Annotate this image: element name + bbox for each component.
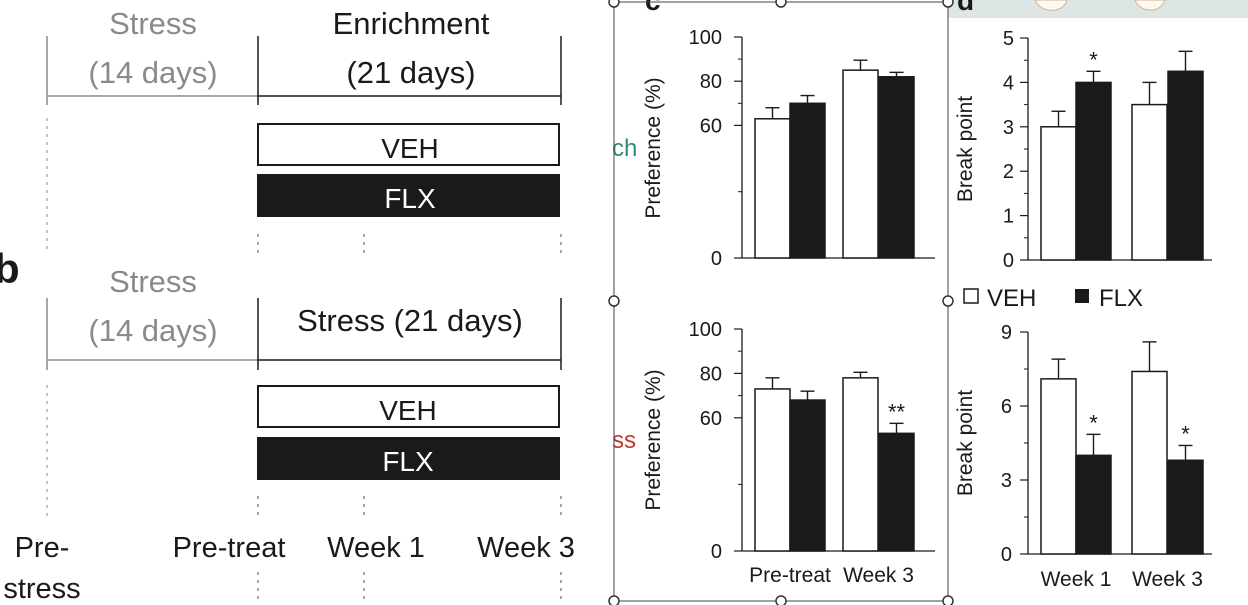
timeline-b-stress2-label: Stress (21 days) [297, 303, 523, 338]
d-bottom-bar-veh [1131, 370, 1168, 555]
timeline-a-enrich-label-1: Enrichment [333, 6, 490, 41]
legend-veh-label: VEH [987, 285, 1036, 312]
d-top-y-tick-label: 3 [1003, 117, 1014, 139]
legend-veh-swatch [963, 288, 979, 304]
panel-letter-c: c [645, 0, 661, 16]
timeline-a-flx-bar [257, 174, 560, 217]
d-top-y-tick-label: 2 [1003, 161, 1014, 183]
resize-handle-right[interactable] [942, 295, 954, 307]
resize-handle-bottom[interactable] [775, 595, 787, 605]
legend-flx-swatch [1075, 289, 1089, 303]
c-bottom-bar-veh [754, 388, 791, 552]
timeline-b-stress-label-2: (14 days) [88, 313, 217, 348]
d-bottom-bar-flx [1075, 454, 1112, 555]
timepoint-prestress-2: stress [3, 573, 80, 605]
d-top-bar-flx [1075, 81, 1112, 261]
cropped-image-strip [948, 0, 1248, 18]
c-bottom-y-tick-label: 0 [711, 541, 722, 563]
d-bottom-y-tick-label: 9 [1001, 322, 1012, 344]
c-top-y-tick-label: 0 [711, 248, 722, 270]
chart-d-top: 0 1 2 3 4 5 Break point * [954, 28, 1212, 272]
resize-handle-top-left[interactable] [608, 0, 620, 8]
timeline-a-veh-bar [257, 123, 560, 166]
timeline-a: Stress (14 days) Enrichment (21 days) VE… [46, 6, 562, 256]
c-bottom-y-tick-label: 60 [700, 408, 722, 430]
selection-frame[interactable] [608, 0, 954, 605]
chart-d-bottom: 0 3 6 9 Break point * * Week 1 Week 3 [954, 322, 1212, 591]
timeline-a-enrich-label-2: (21 days) [346, 55, 475, 90]
resize-handle-bottom-left[interactable] [608, 595, 620, 605]
timeline-a-flx-label: FLX [384, 183, 436, 214]
cut-label-top: ch [612, 135, 637, 162]
timeline-b: b Stress (14 days) Stress (21 days) VEH … [0, 245, 562, 600]
d-top-significance-marker: * [1089, 47, 1098, 72]
chart-c-top: 0 60 80 100 Preference (%) [642, 27, 935, 270]
d-top-bar-veh [1040, 126, 1077, 261]
chart-c-bottom: 0 60 80 100 Preference (%) ** Pre-treat Week 3 [642, 319, 935, 587]
d-bottom-significance-marker: * [1089, 410, 1098, 435]
resize-handle-top-right[interactable] [942, 0, 954, 8]
c-top-y-tick-label: 100 [689, 27, 722, 49]
d-bottom-bar-veh [1040, 378, 1077, 555]
c-bottom-category-label: Week 3 [843, 564, 914, 587]
c-bottom-category-label: Pre-treat [749, 564, 831, 587]
timepoint-pretreat: Pre-treat [173, 532, 286, 564]
c-bottom-y-label: Preference (%) [642, 369, 665, 510]
resize-handle-bottom-right[interactable] [942, 595, 954, 605]
timeline-b-veh-bar [257, 385, 560, 428]
d-top-bar-flx [1167, 70, 1204, 261]
c-top-bar-flx [789, 102, 826, 259]
timeline-a-stress-label-2: (14 days) [88, 55, 217, 90]
timeline-a-veh-label: VEH [381, 133, 439, 164]
timepoint-prestress-1: Pre- [15, 532, 70, 564]
c-top-bar-veh [842, 69, 879, 259]
c-bottom-bar-flx [789, 399, 826, 552]
c-bottom-y-tick-label: 100 [689, 319, 722, 341]
cut-label-bottom: ss [612, 427, 636, 454]
c-bottom-significance-marker: ** [888, 399, 906, 424]
d-bottom-category-label: Week 1 [1041, 568, 1112, 591]
timeline-b-flx-bar [257, 437, 560, 480]
timeline-a-stress-label-1: Stress [109, 6, 197, 41]
d-top-y-tick-label: 1 [1003, 206, 1014, 228]
timepoint-week1: Week 1 [327, 532, 425, 564]
c-top-bar-veh [754, 118, 791, 259]
timepoint-week3: Week 3 [477, 532, 575, 564]
d-bottom-bar-flx [1167, 459, 1204, 555]
timepoint-labels: Pre- stress Pre-treat Week 1 Week 3 [3, 532, 575, 605]
d-top-y-tick-label: 0 [1003, 250, 1014, 272]
d-bottom-significance-marker: * [1181, 421, 1190, 446]
d-bottom-category-label: Week 3 [1132, 568, 1203, 591]
timeline-b-veh-label: VEH [379, 395, 437, 426]
resize-handle-top[interactable] [775, 0, 787, 8]
d-top-y-tick-label: 4 [1003, 72, 1014, 94]
panel-letter-b: b [0, 245, 20, 292]
c-top-y-tick-label: 60 [700, 115, 722, 137]
d-top-bar-veh [1131, 103, 1168, 261]
timeline-b-stress-label-1: Stress [109, 264, 197, 299]
c-top-y-tick-label: 80 [700, 71, 722, 93]
c-top-bar-flx [878, 76, 915, 259]
panel-letter-d: d [957, 0, 974, 16]
d-bottom-y-tick-label: 0 [1001, 544, 1012, 566]
d-top-y-tick-label: 5 [1003, 28, 1014, 50]
c-top-y-label: Preference (%) [642, 77, 665, 218]
timeline-b-flx-label: FLX [382, 446, 434, 477]
legend-flx-label: FLX [1099, 285, 1143, 312]
legend: VEH FLX [963, 285, 1143, 312]
d-top-y-label: Break point [954, 96, 977, 202]
d-bottom-y-label: Break point [954, 390, 977, 496]
c-bottom-bar-veh [842, 377, 879, 552]
d-bottom-y-tick-label: 3 [1001, 470, 1012, 492]
c-bottom-y-tick-label: 80 [700, 363, 722, 385]
c-bottom-bar-flx [878, 432, 915, 552]
cropped-illustration [1034, 0, 1166, 11]
d-bottom-y-tick-label: 6 [1001, 396, 1012, 418]
resize-handle-left[interactable] [608, 295, 620, 307]
